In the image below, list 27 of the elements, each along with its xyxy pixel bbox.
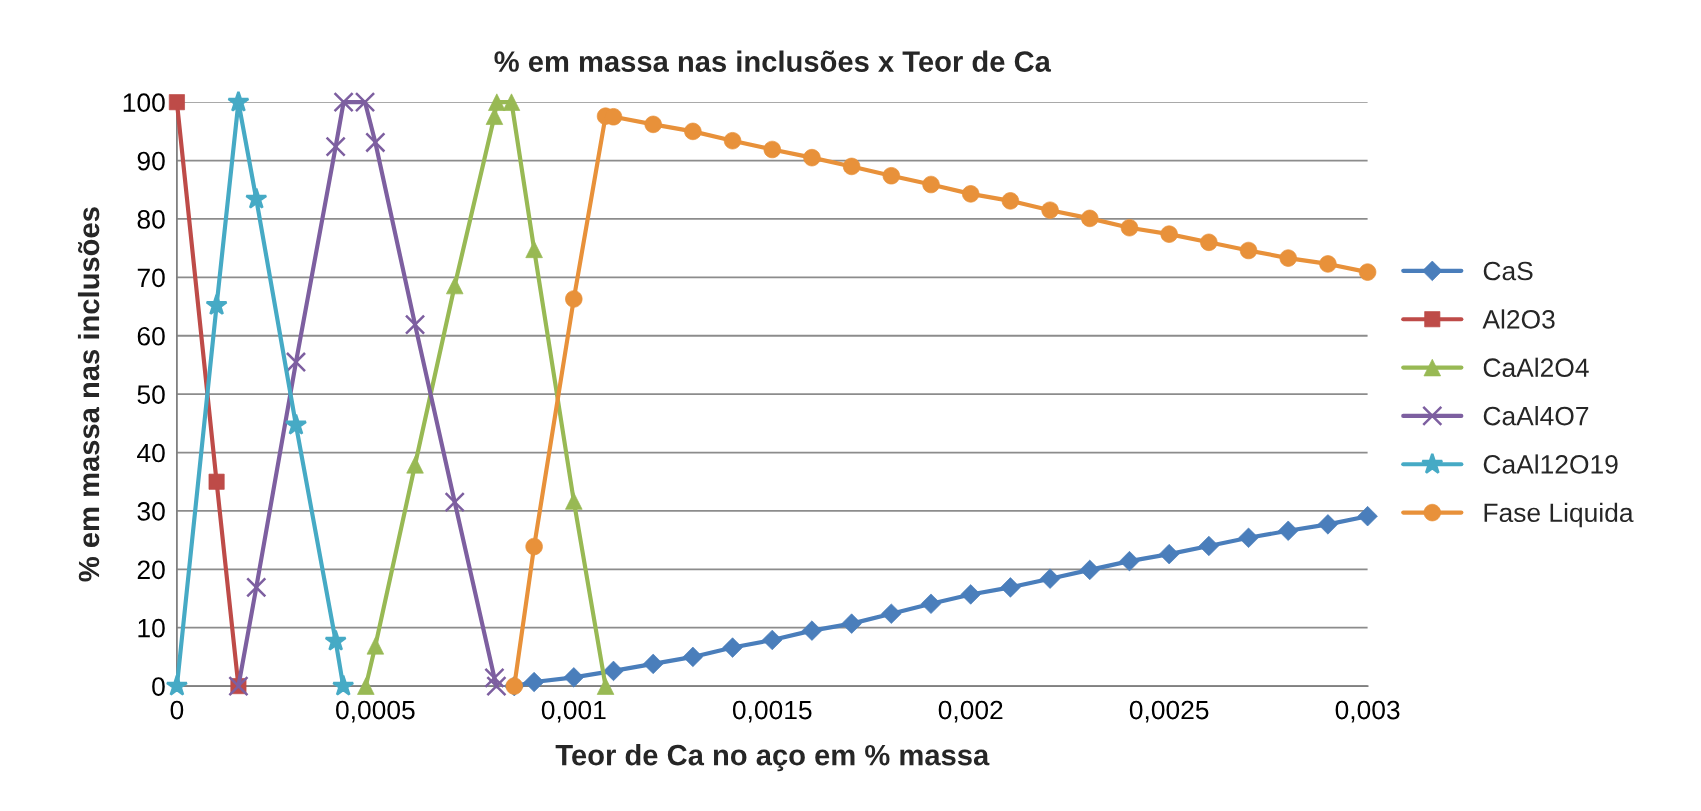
x-tick-label: 0,0015 [732,700,812,723]
chart-title: % em massa nas inclusões x Teor de Ca [494,50,1052,72]
y-axis-title: % em massa nas inclusões [77,207,100,582]
x-tick-label: 0,001 [541,700,606,723]
y-tick-label: 60 [137,326,165,346]
x-tick-label: 0 [170,700,184,720]
y-tick-label: 50 [137,385,165,404]
legend-label: CaAl4O7 [1483,406,1589,426]
y-tick-label: 40 [137,443,165,463]
y-tick-label: 0 [152,677,165,696]
x-tick-label: 0,003 [1335,700,1400,723]
y-tick-label: 30 [137,502,165,521]
y-tick-label: 70 [137,268,165,288]
y-tick-label: 10 [138,618,165,638]
x-tick-label: 0,002 [938,700,1003,723]
x-tick-label: 0,0025 [1129,700,1209,723]
x-axis-title: Teor de Ca no aço em % massa [555,744,990,772]
y-tick-label: 20 [137,560,165,580]
legend-label: CaS [1483,261,1533,281]
legend-label: Al2O3 [1482,309,1555,329]
legend-label: CaAl12O19 [1483,454,1618,474]
x-tick-label: 0,0005 [336,700,415,723]
legend-label: Fase Liquida [1484,502,1634,528]
y-tick-label: 90 [137,151,165,171]
legend-label: CaAl2O4 [1483,357,1589,378]
y-tick-label: 80 [137,210,165,229]
y-tick-label: 100 [123,93,165,113]
